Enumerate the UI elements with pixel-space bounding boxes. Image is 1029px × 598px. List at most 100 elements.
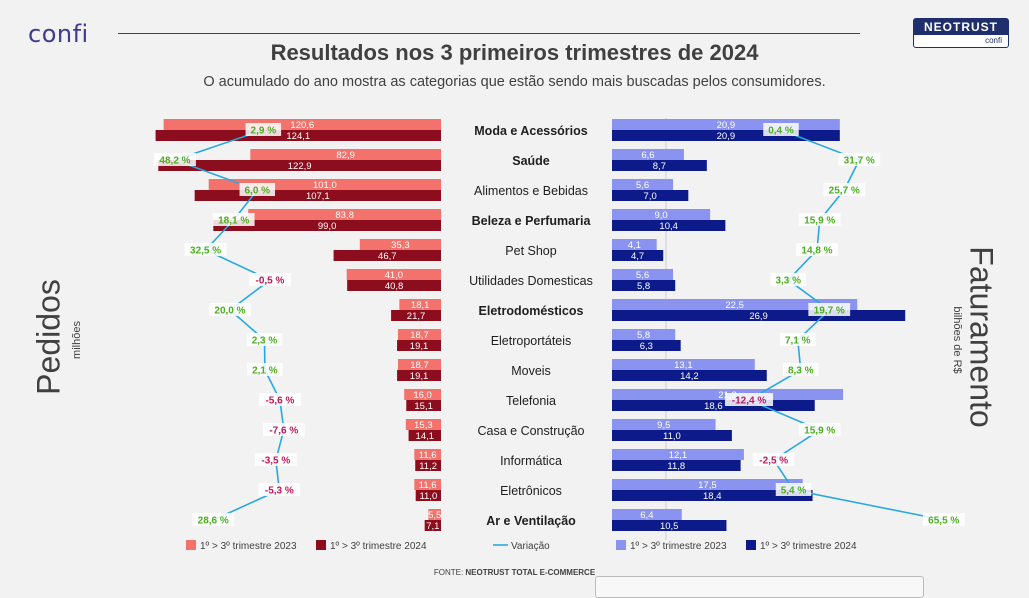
revenue-variation-label: 19,7 %	[814, 306, 845, 317]
revenue-2024-bar	[612, 340, 681, 351]
revenue-2024-value: 18,6	[704, 401, 723, 412]
category-label: Utilidades Domesticas	[469, 274, 593, 288]
orders-variation-label: 20,0 %	[214, 306, 245, 317]
category-label: Informática	[500, 454, 562, 468]
neotrust-logo-sub: confi	[985, 36, 1002, 45]
revenue-variation-label: 25,7 %	[829, 186, 860, 197]
orders-2024-bar	[397, 340, 441, 351]
neotrust-logo: NEOTRUST confi	[913, 18, 1009, 48]
orders-variation-label: 48,2 %	[159, 156, 190, 167]
orders-2023-value: 18,7	[410, 360, 429, 371]
revenue-2023-value: 22,5	[725, 300, 744, 311]
orders-2024-bar	[155, 130, 441, 141]
orders-2023-bar	[208, 179, 441, 190]
revenue-2023-bar	[612, 359, 755, 370]
orders-variation-label: -3,5 %	[261, 456, 290, 467]
orders-2023-bar	[404, 389, 441, 400]
revenue-2024-value: 4,7	[631, 251, 644, 262]
category-label: Saúde	[512, 154, 550, 168]
revenue-2024-bar	[612, 310, 906, 321]
orders-variation-label-bg	[245, 123, 282, 136]
orders-2023-bar	[414, 479, 441, 490]
orders-variation-label-bg	[184, 243, 227, 256]
revenue-variation-label: 8,3 %	[788, 366, 814, 377]
bottom-panel	[595, 576, 924, 598]
orders-2023-value: 15,3	[414, 420, 433, 431]
revenue-variation-label: 65,5 %	[928, 516, 959, 527]
revenue-2023-bar	[612, 509, 682, 520]
revenue-variation-label: 14,8 %	[801, 246, 832, 257]
orders-2023-value: 5,5	[428, 510, 441, 521]
orders-2024-bar	[424, 520, 441, 531]
orders-2024-value: 11,0	[419, 491, 437, 502]
orders-2024-bar	[397, 370, 441, 381]
orders-variation-label-bg	[254, 453, 297, 466]
revenue-2024-value: 11,8	[667, 461, 685, 472]
revenue-2023-value: 17,5	[698, 480, 717, 491]
orders-variation-label-bg	[258, 483, 301, 496]
legend-orders-2024-swatch	[316, 540, 326, 550]
orders-2024-bar	[333, 250, 441, 261]
revenue-variation-label-bg	[922, 513, 965, 526]
revenue-2023-bar	[612, 479, 803, 490]
orders-2024-value: 11,2	[419, 461, 437, 472]
revenue-2023-bar	[612, 179, 674, 190]
orders-2023-value: 82,9	[336, 150, 355, 161]
orders-2023-value: 16,0	[413, 390, 432, 401]
orders-2023-bar	[399, 299, 441, 310]
orders-2023-value: 35,3	[391, 240, 410, 251]
orders-2024-bar	[158, 160, 441, 171]
orders-2023-bar	[397, 359, 441, 370]
revenue-2024-bar	[612, 160, 707, 171]
orders-2024-value: 14,1	[416, 431, 435, 442]
orders-variation-label: -5,6 %	[265, 396, 294, 407]
revenue-variation-label: 0,4 %	[768, 126, 794, 137]
orders-2023-value: 101,0	[313, 180, 337, 191]
revenue-variation-label: 5,4 %	[781, 486, 807, 497]
orders-2023-bar	[346, 269, 441, 280]
orders-variation-label-bg	[249, 273, 291, 286]
orders-variation-label: 18,1 %	[218, 216, 249, 227]
orders-2023-value: 18,7	[410, 330, 429, 341]
orders-2023-bar	[248, 209, 441, 220]
source-name: NEOTRUST TOTAL E-COMMERCE	[465, 568, 596, 577]
orders-2024-bar	[415, 490, 441, 501]
revenue-variation-label: -12,4 %	[732, 396, 767, 407]
orders-variation-label-bg	[154, 153, 196, 166]
revenue-2023-bar	[612, 269, 674, 280]
orders-2024-bar	[194, 190, 441, 201]
revenue-2023-bar	[612, 449, 744, 460]
revenue-2024-value: 26,9	[749, 311, 768, 322]
revenue-2023-bar	[612, 209, 711, 220]
legend-orders-2024-label: 1º > 3º trimestre 2024	[330, 541, 427, 552]
revenue-2023-value: 5,6	[636, 270, 649, 281]
revenue-2024-bar	[612, 130, 840, 141]
revenue-2024-value: 18,4	[703, 491, 722, 502]
butterfly-chart: Moda e Acessórios Saúde Alimentos e Bebida…	[154, 118, 965, 552]
category-label: Eletrodomésticos	[479, 304, 584, 318]
legend-revenue-2024-swatch	[746, 540, 756, 550]
orders-2024-bar	[415, 460, 441, 471]
revenue-2023-value: 5,8	[637, 330, 650, 341]
orders-2023-bar	[250, 149, 441, 160]
revenue-2024-value: 10,5	[660, 521, 679, 532]
orders-2024-value: 19,1	[410, 341, 429, 352]
revenue-2023-value: 9,0	[654, 210, 667, 221]
revenue-variation-label-bg	[724, 393, 774, 406]
orders-2023-bar	[405, 419, 441, 430]
revenue-variation-label: 3,3 %	[775, 276, 801, 287]
orders-2023-bar	[163, 119, 441, 130]
orders-2023-value: 41,0	[385, 270, 404, 281]
orders-variation-label-bg	[262, 423, 305, 436]
orders-2024-bar	[347, 280, 441, 291]
revenue-2024-bar	[612, 370, 767, 381]
revenue-2024-bar	[612, 520, 727, 531]
orders-2024-value: 19,1	[410, 371, 429, 382]
orders-2024-value: 40,8	[385, 281, 404, 292]
orders-2024-value: 99,0	[318, 221, 337, 232]
page-subtitle: O acumulado do ano mostra as categorias …	[203, 74, 826, 90]
revenue-2024-bar	[612, 490, 813, 501]
revenue-variation-label-bg	[796, 243, 838, 256]
orders-2024-bar	[406, 400, 441, 411]
orders-variation-label-bg	[192, 513, 235, 526]
